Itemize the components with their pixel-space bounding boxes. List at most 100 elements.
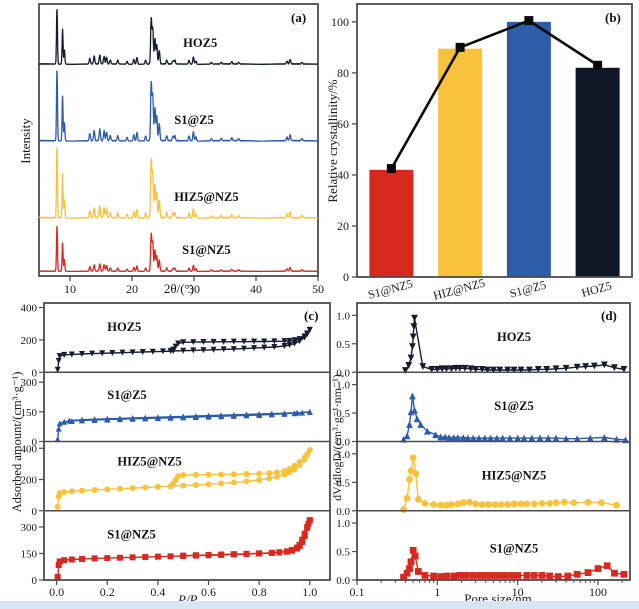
data-marker bbox=[66, 417, 73, 424]
data-marker bbox=[493, 434, 501, 442]
data-marker bbox=[536, 434, 544, 442]
tick-label: 1.0 bbox=[336, 518, 350, 530]
data-marker bbox=[530, 572, 538, 579]
data-marker bbox=[296, 336, 303, 343]
data-marker bbox=[620, 366, 628, 373]
tick-label: 200 bbox=[21, 335, 38, 347]
data-marker bbox=[582, 363, 589, 370]
data-marker bbox=[562, 364, 570, 372]
data-marker bbox=[256, 476, 263, 483]
data-marker bbox=[465, 498, 473, 506]
data-marker bbox=[484, 501, 492, 508]
tick-label: 300 bbox=[21, 522, 38, 534]
data-marker bbox=[139, 349, 146, 356]
data-marker bbox=[149, 348, 156, 355]
data-marker bbox=[299, 536, 306, 543]
data-line bbox=[38, 9, 319, 65]
data-marker bbox=[289, 546, 296, 553]
data-marker bbox=[306, 517, 313, 524]
data-marker bbox=[251, 338, 258, 345]
data-marker bbox=[538, 499, 546, 507]
tick-label: 150 bbox=[21, 548, 38, 560]
data-marker bbox=[200, 347, 207, 354]
data-marker bbox=[437, 573, 445, 580]
data-marker bbox=[180, 413, 187, 420]
data-marker bbox=[443, 501, 450, 509]
panel-a: 10 20 30 40 50 HOZ5 S1@Z5 HIZ5@NZ5 S1@NZ5 bbox=[38, 3, 324, 296]
data-marker bbox=[403, 432, 411, 440]
tick-label: 30 bbox=[188, 282, 200, 296]
series-label: S1@NZ5 bbox=[182, 243, 230, 257]
data-marker bbox=[296, 459, 303, 466]
data-marker bbox=[192, 413, 199, 420]
panel-d-letter: (d) bbox=[601, 308, 617, 323]
series-label: HIZ5@NZ5 bbox=[174, 190, 238, 204]
data-marker bbox=[68, 488, 75, 495]
data-marker bbox=[190, 339, 197, 346]
tick-label: 1.0 bbox=[336, 449, 350, 461]
data-marker bbox=[294, 409, 301, 416]
data-marker bbox=[210, 338, 217, 345]
data-marker bbox=[251, 345, 258, 352]
data-marker bbox=[445, 434, 453, 441]
data-marker bbox=[56, 490, 63, 497]
data-marker bbox=[413, 415, 421, 423]
data-marker bbox=[464, 434, 472, 442]
data-marker bbox=[54, 503, 61, 510]
data-marker bbox=[478, 366, 486, 373]
data-marker bbox=[456, 572, 464, 579]
tick-label: 0.5 bbox=[336, 547, 350, 559]
data-marker bbox=[281, 343, 288, 350]
data-marker bbox=[597, 499, 605, 507]
data-marker bbox=[487, 434, 494, 442]
tick-label: 60 bbox=[337, 117, 349, 131]
data-marker bbox=[291, 340, 298, 347]
data-marker bbox=[544, 434, 552, 442]
data-marker bbox=[543, 366, 551, 373]
panel-c-letter: (c) bbox=[304, 308, 319, 323]
series-label: HIZ5@NZ5 bbox=[482, 468, 546, 482]
data-marker bbox=[68, 556, 75, 563]
series-label: S1@NZ5 bbox=[107, 527, 155, 541]
tick-label: 0.4 bbox=[150, 585, 165, 599]
data-marker bbox=[291, 337, 298, 344]
data-marker bbox=[167, 348, 174, 355]
data-marker bbox=[454, 434, 462, 441]
tick-label: 100 bbox=[331, 15, 349, 29]
data-marker bbox=[403, 494, 411, 502]
data-marker bbox=[230, 551, 237, 558]
data-marker bbox=[142, 554, 149, 561]
data-line bbox=[38, 70, 319, 142]
data-marker bbox=[273, 473, 280, 480]
data-marker bbox=[159, 348, 166, 355]
tick-label: 0.1 bbox=[350, 585, 365, 599]
data-marker bbox=[55, 357, 62, 364]
data-marker bbox=[455, 42, 465, 52]
data-marker bbox=[469, 434, 477, 442]
data-marker bbox=[476, 572, 484, 579]
tick-label: 0.6 bbox=[201, 585, 216, 599]
data-marker bbox=[205, 481, 212, 488]
data-marker bbox=[89, 350, 96, 357]
data-marker bbox=[552, 365, 560, 373]
data-marker bbox=[409, 392, 416, 400]
data-marker bbox=[560, 498, 568, 506]
data-marker bbox=[433, 366, 441, 373]
data-marker bbox=[266, 475, 273, 482]
data-marker bbox=[91, 555, 98, 562]
tick-label: 20 bbox=[337, 219, 349, 233]
series-label: HOZ5 bbox=[107, 320, 141, 334]
data-marker bbox=[472, 500, 480, 508]
data-marker bbox=[190, 347, 197, 354]
data-marker bbox=[546, 499, 554, 507]
data-marker bbox=[526, 366, 533, 374]
data-marker bbox=[205, 471, 212, 478]
data-marker bbox=[200, 338, 207, 345]
x-category-label: HIZ@NZ5 bbox=[432, 276, 487, 303]
data-marker bbox=[570, 499, 578, 507]
data-marker bbox=[407, 408, 415, 416]
data-marker bbox=[261, 344, 268, 351]
data-marker bbox=[528, 434, 536, 442]
data-marker bbox=[240, 345, 247, 352]
